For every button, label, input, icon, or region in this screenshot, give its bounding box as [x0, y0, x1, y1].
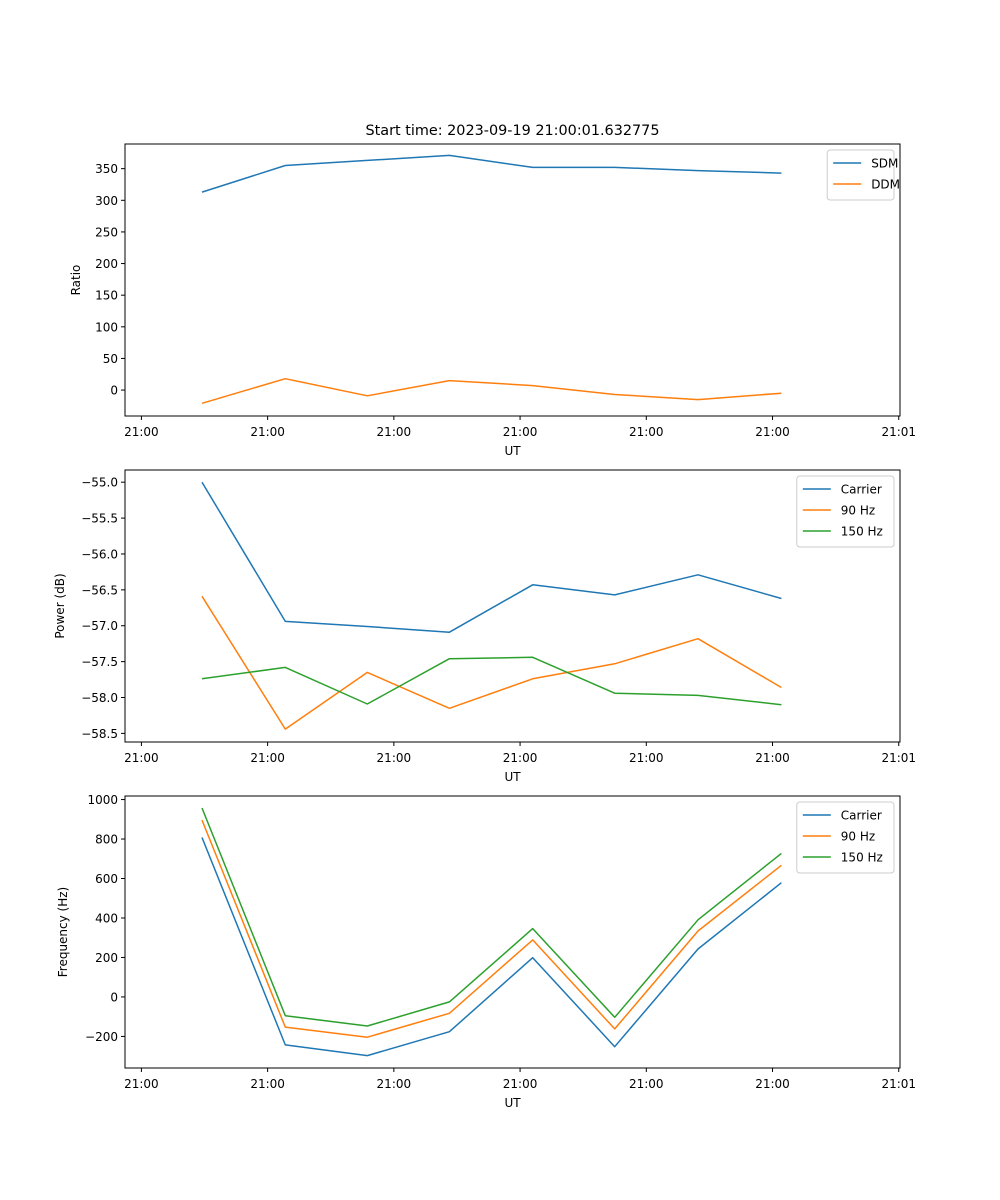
y-tick-label: 150 — [95, 289, 118, 303]
x-tick-label: 21:00 — [503, 425, 538, 439]
y-axis-label: Frequency (Hz) — [56, 887, 70, 978]
y-tick-label: 600 — [95, 872, 118, 886]
frequency-series-90-hz — [201, 819, 782, 1038]
y-tick-label: 1000 — [87, 793, 118, 807]
y-axis-label: Ratio — [69, 265, 83, 296]
y-tick-label: 400 — [95, 911, 118, 925]
x-axis-label: UT — [504, 1096, 521, 1110]
x-tick-label: 21:00 — [250, 425, 285, 439]
y-tick-label: 300 — [95, 194, 118, 208]
x-tick-label: 21:00 — [629, 425, 664, 439]
legend-entry: SDM — [871, 157, 898, 171]
x-tick-label: 21:00 — [503, 751, 538, 765]
frequency-panel: 21:00 21:00 21:00 21:00 21:00 21:00 21:01 −200 0… — [56, 793, 916, 1110]
y-tick-label: 200 — [95, 951, 118, 965]
frequency-legend: Carrier 90 Hz 150 Hz — [796, 801, 895, 874]
x-tick-label: 21:00 — [755, 1077, 790, 1091]
y-tick-label: 800 — [95, 833, 118, 847]
y-tick-label: −58.5 — [81, 727, 118, 741]
y-tick-label: 350 — [95, 162, 118, 176]
legend-entry: Carrier — [841, 483, 882, 497]
frequency-axes-frame — [124, 795, 901, 1069]
power-axes-frame — [124, 469, 901, 743]
x-tick-label: 21:00 — [377, 425, 412, 439]
legend-box — [796, 475, 895, 548]
ratio-axes-frame — [124, 143, 901, 417]
y-tick-label: −56.5 — [81, 583, 118, 597]
power-series-150-hz — [201, 656, 782, 706]
x-tick-label: 21:00 — [629, 1077, 664, 1091]
x-tick-label: 21:00 — [124, 425, 159, 439]
y-tick-label: −56.0 — [81, 547, 118, 561]
ratio-panel: 21:00 21:00 21:00 21:00 21:00 21:00 21:01 0 50 10… — [69, 143, 916, 458]
y-tick-label: −58.0 — [81, 691, 118, 705]
x-tick-label: 21:01 — [881, 1077, 916, 1091]
x-tick-label: 21:01 — [881, 751, 916, 765]
power-series-carrier — [201, 481, 782, 633]
legend-entry: 150 Hz — [841, 851, 883, 865]
x-axis-label: UT — [504, 444, 521, 458]
x-tick-label: 21:00 — [503, 1077, 538, 1091]
power-legend: Carrier 90 Hz 150 Hz — [796, 475, 895, 548]
x-tick-label: 21:00 — [250, 751, 285, 765]
y-tick-label: 200 — [95, 257, 118, 271]
y-tick-label: 100 — [95, 320, 118, 334]
ratio-series-sdm — [201, 154, 782, 193]
x-tick-label: 21:00 — [124, 751, 159, 765]
legend-entry: Carrier — [841, 809, 882, 823]
x-tick-label: 21:00 — [755, 751, 790, 765]
y-axis-label: Power (dB) — [53, 573, 67, 638]
legend-entry: 150 Hz — [841, 525, 883, 539]
ratio-series-ddm — [201, 377, 782, 405]
y-tick-label: −57.5 — [81, 655, 118, 669]
power-panel: 21:00 21:00 21:00 21:00 21:00 21:00 21:01 −58.5… — [53, 469, 916, 784]
legend-box — [796, 801, 895, 874]
power-series-90-hz — [201, 595, 782, 730]
frequency-series-carrier — [201, 837, 782, 1057]
y-tick-label: 50 — [103, 352, 118, 366]
y-tick-label: 250 — [95, 225, 118, 239]
legend-entry: 90 Hz — [841, 830, 875, 844]
legend-entry: 90 Hz — [841, 504, 875, 518]
legend-entry: DDM — [871, 178, 900, 192]
y-tick-label: 0 — [110, 384, 118, 398]
y-tick-label: 0 — [110, 990, 118, 1004]
x-tick-label: 21:00 — [250, 1077, 285, 1091]
y-tick-label: −55.5 — [81, 512, 118, 526]
x-axis-label: UT — [504, 770, 521, 784]
y-tick-label: −200 — [85, 1030, 118, 1044]
x-tick-label: 21:01 — [881, 425, 916, 439]
x-tick-label: 21:00 — [755, 425, 790, 439]
x-tick-label: 21:00 — [629, 751, 664, 765]
x-tick-label: 21:00 — [377, 1077, 412, 1091]
y-tick-label: −55.0 — [81, 476, 118, 490]
x-tick-label: 21:00 — [377, 751, 412, 765]
chart-title: Start time: 2023-09-19 21:00:01.632775 — [365, 123, 659, 139]
x-tick-label: 21:00 — [124, 1077, 159, 1091]
ratio-legend: SDM DDM — [826, 149, 900, 201]
frequency-series-150-hz — [201, 807, 782, 1027]
y-tick-label: −57.0 — [81, 619, 118, 633]
